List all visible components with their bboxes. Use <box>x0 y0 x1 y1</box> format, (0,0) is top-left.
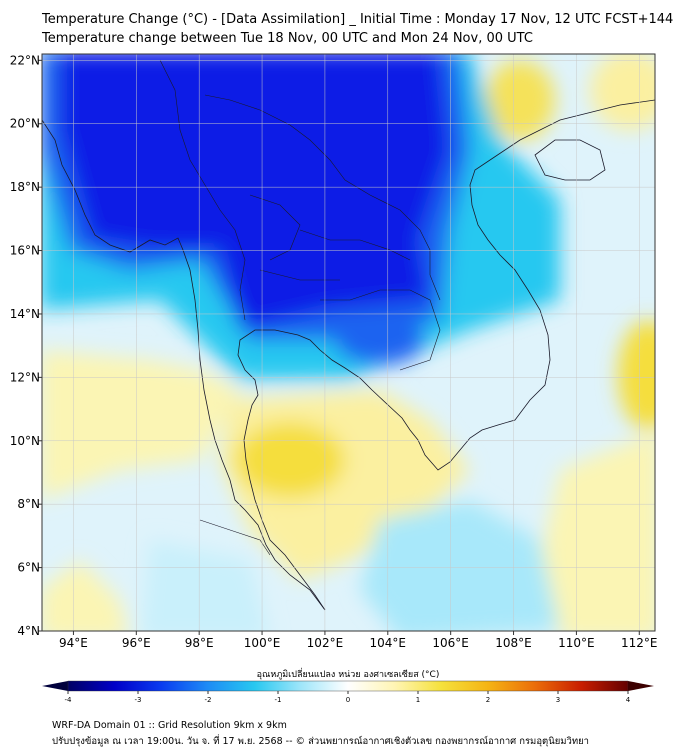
lon-tick-label: 104°E <box>370 636 407 650</box>
lon-tick-label: 96°E <box>122 636 151 650</box>
border-malaysia <box>199 519 271 556</box>
border-laos <box>204 94 441 301</box>
colorbar-tick-label: -2 <box>205 696 212 704</box>
lat-tick-label: 4°N <box>17 624 40 638</box>
lon-tick-label: 106°E <box>432 636 469 650</box>
lat-tick-label: 20°N <box>10 117 40 131</box>
warm-core-north <box>485 60 555 140</box>
map-subtitle: Temperature change between Tue 18 Nov, 0… <box>42 31 533 46</box>
colorbar-tick-label: 4 <box>626 696 631 704</box>
colorbar-tick-label: 0 <box>346 696 350 704</box>
lat-tick-label: 22°N <box>10 53 40 67</box>
warm-area-northeast <box>590 54 655 130</box>
colorbar-ticks: -4 -3 -2 -1 0 1 2 3 4 <box>65 691 631 704</box>
warm-area-andaman <box>42 350 240 500</box>
colorbar <box>67 680 629 692</box>
lat-tick-label: 10°N <box>10 434 40 448</box>
colorbar-high-arrow <box>628 681 654 691</box>
lon-tick-label: 108°E <box>495 636 532 650</box>
map-frame <box>41 53 656 632</box>
axis-ticks: 94°E 96°E 98°E 100°E 102°E 104°E 106°E 108°E 110… <box>10 53 658 650</box>
warm-area-southchinasea <box>540 432 655 631</box>
lon-tick-label: 102°E <box>307 636 344 650</box>
colorbar-tick-label: 1 <box>416 696 420 704</box>
field-layer <box>42 54 655 631</box>
border-layer <box>159 59 441 556</box>
province-lines-north <box>249 194 301 261</box>
strong-cool-area <box>60 54 450 330</box>
coastline-layer <box>42 99 655 611</box>
lat-tick-label: 14°N <box>10 307 40 321</box>
gridlines <box>42 54 655 631</box>
border-cambodia <box>320 289 441 371</box>
province-lines-isan <box>299 229 411 261</box>
lat-tick-label: 6°N <box>17 561 40 575</box>
lon-tick-label: 110°E <box>558 636 595 650</box>
map-title: Temperature Change (°C) - [Data Assimila… <box>42 12 674 27</box>
hainan-coast <box>534 139 606 181</box>
warm-area-southwest <box>42 560 128 631</box>
colorbar-tick-label: 2 <box>486 696 490 704</box>
lat-tick-label: 16°N <box>10 244 40 258</box>
warm-core-east <box>618 320 655 430</box>
lat-tick-label: 12°N <box>10 370 40 384</box>
colorbar-tick-label: -1 <box>275 696 282 704</box>
footer-domain-info: WRF-DA Domain 01 :: Grid Resolution 9km … <box>52 720 287 731</box>
colorbar-tick-label: -3 <box>135 696 142 704</box>
border-myanmar-thailand <box>159 59 246 321</box>
lon-tick-label: 100°E <box>244 636 281 650</box>
coastline-west <box>42 119 326 611</box>
lon-tick-label: 98°E <box>185 636 214 650</box>
temperature-map: 94°E 96°E 98°E 100°E 102°E 104°E 106°E 108°E 110… <box>10 53 658 704</box>
colorbar-tick-label: 3 <box>556 696 560 704</box>
cool-area-south <box>360 500 560 631</box>
lat-tick-label: 8°N <box>17 497 40 511</box>
lon-tick-label: 94°E <box>59 636 88 650</box>
province-lines-central <box>259 269 340 281</box>
lat-tick-label: 18°N <box>10 180 40 194</box>
cool-core-cambodia <box>335 315 425 365</box>
colorbar-low-arrow <box>42 681 68 691</box>
colorbar-tick-label: -4 <box>65 696 73 704</box>
cool-area-strait <box>140 540 268 631</box>
colorbar-title: อุณหภูมิเปลี่ยนแปลง หน่วย องศาเซลเซียส (… <box>257 667 440 680</box>
footer-update-info: ปรับปรุงข้อมูล ณ เวลา 19:00น. วัน จ. ที่… <box>52 736 590 747</box>
coastline-east <box>237 99 655 611</box>
lon-tick-label: 112°E <box>621 636 658 650</box>
